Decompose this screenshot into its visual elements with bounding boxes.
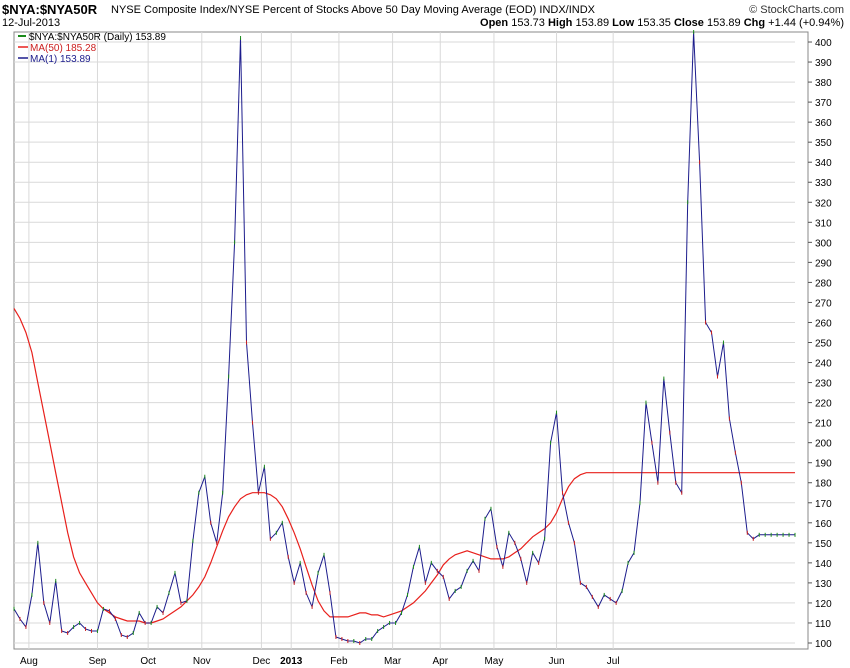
- y-tick-label: 170: [815, 499, 832, 510]
- y-tick-label: 200: [815, 439, 832, 450]
- x-tick-label: Aug: [20, 656, 38, 667]
- y-tick-label: 340: [815, 158, 832, 169]
- x-tick-label: Jul: [607, 656, 620, 667]
- y-tick-label: 140: [815, 559, 832, 570]
- x-tick-label: Mar: [384, 656, 402, 667]
- y-tick-label: 250: [815, 339, 832, 350]
- chart-legend: $NYA:$NYA50R (Daily) 153.89 MA(50) 185.2…: [18, 32, 166, 65]
- x-tick-label: Dec: [253, 656, 271, 667]
- y-tick-label: 100: [815, 639, 832, 650]
- y-tick-label: 120: [815, 599, 832, 610]
- y-tick-label: 110: [815, 619, 831, 630]
- brand-label: © StockCharts.com: [749, 4, 844, 16]
- y-tick-label: 130: [815, 579, 832, 590]
- x-tick-label: Apr: [432, 656, 448, 667]
- ma50-line: [13, 308, 795, 624]
- plot-area: [13, 31, 809, 650]
- y-tick-label: 190: [815, 459, 832, 470]
- y-tick-label: 280: [815, 278, 832, 289]
- y-tick-label: 300: [815, 238, 832, 249]
- y-tick-label: 380: [815, 78, 832, 89]
- price-legend-label: $NYA:$NYA50R (Daily) 153.89: [29, 32, 166, 43]
- y-tick-label: 320: [815, 198, 832, 209]
- quote-summary: Open 153.73 High 153.89 Low 153.35 Close…: [480, 17, 844, 29]
- y-tick-label: 350: [815, 138, 832, 149]
- y-tick-label: 230: [815, 379, 832, 390]
- chart-header: $NYA:$NYA50R NYSE Composite Index/NYSE P…: [0, 0, 850, 32]
- chg-label: Chg: [743, 17, 766, 29]
- low-label: Low: [612, 17, 635, 29]
- y-tick-label: 240: [815, 359, 832, 370]
- high-label: High: [547, 17, 573, 29]
- y-tick-label: 370: [815, 98, 832, 109]
- series-layer: [13, 30, 796, 645]
- symbol-description: NYSE Composite Index/NYSE Percent of Sto…: [111, 4, 596, 16]
- open-value: 153.73: [511, 17, 545, 29]
- ma1-legend-label: MA(1) 153.89: [30, 54, 91, 65]
- x-tick-label: Sep: [89, 656, 107, 667]
- y-tick-label: 150: [815, 539, 832, 550]
- price-line: [13, 31, 795, 644]
- x-tick-label: 2013: [280, 656, 303, 667]
- chg-value: +1.44 (+0.94%): [768, 17, 844, 29]
- y-tick-label: 400: [815, 38, 832, 49]
- high-value: 153.89: [575, 17, 610, 29]
- x-tick-label: Nov: [193, 656, 211, 667]
- low-value: 153.35: [637, 17, 671, 29]
- y-tick-label: 310: [815, 218, 832, 229]
- close-value: 153.89: [706, 17, 741, 29]
- chart-date: 12-Jul-2013: [2, 17, 61, 29]
- y-tick-label: 360: [815, 118, 832, 129]
- tick-label-layer: 100 110 120 130 140 150 160 170 180 190 200 210 220 2…: [20, 38, 832, 667]
- grid-layer: [14, 32, 812, 649]
- y-tick-label: 220: [815, 399, 832, 410]
- y-tick-label: 270: [815, 298, 832, 309]
- y-tick-label: 330: [815, 178, 832, 189]
- ma50-legend-label: MA(50) 185.28: [30, 43, 97, 54]
- x-tick-label: Oct: [140, 656, 156, 667]
- y-tick-label: 160: [815, 519, 832, 530]
- x-tick-label: May: [484, 656, 503, 667]
- y-tick-label: 260: [815, 318, 832, 329]
- y-tick-label: 390: [815, 58, 832, 69]
- open-label: Open: [480, 17, 509, 29]
- close-label: Close: [673, 17, 704, 29]
- y-tick-label: 290: [815, 258, 832, 269]
- symbol-title: $NYA:$NYA50R: [2, 2, 98, 17]
- x-tick-label: Jun: [548, 656, 564, 667]
- y-tick-label: 210: [815, 419, 832, 430]
- y-tick-label: 180: [815, 479, 832, 490]
- x-tick-label: Feb: [330, 656, 348, 667]
